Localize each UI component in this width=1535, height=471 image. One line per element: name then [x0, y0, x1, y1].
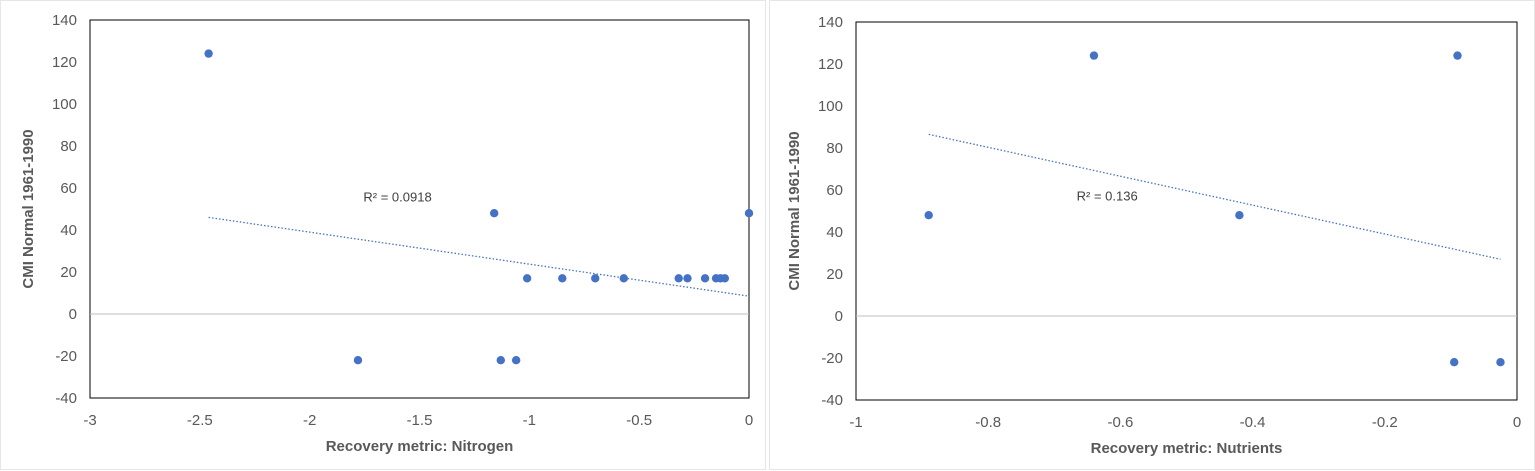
data-point: [353, 356, 363, 365]
x-tick-label: -0.5: [626, 412, 652, 429]
x-tick-label: -0.6: [1107, 414, 1133, 431]
data-point: [496, 356, 505, 365]
x-tick-label: -1: [523, 412, 536, 429]
y-tick-label: 0: [835, 308, 843, 325]
chart-panel-nitrogen: -40 -20 0 20 40 60 80 100 120 140 -3 -2.5 -2 -1.5 -1 -0…: [0, 0, 766, 470]
data-point: [1450, 358, 1459, 367]
data-point: [489, 209, 499, 218]
y-tick-label: 120: [818, 56, 843, 73]
y-tick-label: -20: [55, 348, 77, 365]
y-tick-label: 100: [818, 98, 843, 115]
y-tick-label: 140: [818, 14, 843, 31]
data-point: [619, 274, 628, 283]
x-tick-label: -2: [303, 412, 316, 429]
data-point: [558, 274, 567, 283]
y-tick-label: 60: [826, 182, 843, 199]
y-tick-label: 20: [826, 266, 843, 283]
trendline: [928, 133, 1501, 260]
data-point: [683, 274, 692, 283]
chart-nitrogen: -40 -20 0 20 40 60 80 100 120 140 -3 -2.5 -2 -1.5 -1 -0…: [20, 12, 754, 455]
x-tick-label: -1: [849, 414, 862, 431]
data-point: [700, 274, 710, 283]
data-point: [591, 274, 600, 283]
y-tick-label: 80: [826, 140, 843, 157]
y-tick-label: 100: [52, 96, 77, 113]
y-axis-title: CMI Normal 1961-1990: [20, 129, 37, 288]
y-tick-label: 40: [826, 224, 843, 241]
x-axis-title: Recovery metric: Nutrients: [1091, 440, 1283, 457]
x-tick-label: 0: [745, 412, 753, 429]
data-point: [1089, 51, 1099, 60]
data-point: [511, 356, 521, 365]
y-axis-title: CMI Normal 1961-1990: [786, 131, 803, 290]
y-tick-label: 0: [69, 306, 77, 323]
trendline: [208, 216, 750, 297]
y-tick-label: -40: [821, 392, 843, 409]
r-squared-label: R² = 0.136: [1077, 189, 1138, 204]
y-tick-label: 20: [60, 264, 77, 281]
data-point: [720, 274, 730, 283]
x-tick-label: -0.2: [1372, 414, 1398, 431]
y-tick-label: 80: [60, 138, 77, 155]
x-tick-label: -0.8: [975, 414, 1001, 431]
data-point: [522, 274, 532, 283]
x-tick-label: -0.4: [1240, 414, 1266, 431]
chart-panel-nutrients: -40 -20 0 20 40 60 80 100 120 140 -1 -0.8 -0.6 -0.4 -0…: [769, 0, 1535, 470]
data-point: [924, 211, 933, 220]
y-tick-label: 60: [60, 180, 77, 197]
y-tick-label: 140: [52, 12, 77, 29]
data-point: [1235, 211, 1244, 220]
y-tick-label: 120: [52, 54, 77, 71]
chart-nutrients: -40 -20 0 20 40 60 80 100 120 140 -1 -0.8 -0.6 -0.4 -0…: [786, 14, 1521, 457]
y-tick-label: -20: [821, 350, 843, 367]
x-axis-title: Recovery metric: Nitrogen: [326, 438, 514, 455]
x-tick-label: -2.5: [187, 412, 213, 429]
x-tick-label: 0: [1513, 414, 1521, 431]
x-tick-label: -3: [83, 412, 96, 429]
data-point: [1496, 358, 1505, 367]
data-point: [1453, 51, 1462, 60]
r-squared-label: R² = 0.0918: [363, 190, 431, 205]
data-point: [744, 209, 754, 218]
data-point: [674, 274, 683, 283]
y-tick-label: -40: [55, 390, 77, 407]
plot-area: [855, 21, 1518, 401]
x-tick-label: -1.5: [407, 412, 433, 429]
plot-area: [89, 19, 750, 399]
data-point: [204, 49, 213, 58]
y-tick-label: 40: [60, 222, 77, 239]
